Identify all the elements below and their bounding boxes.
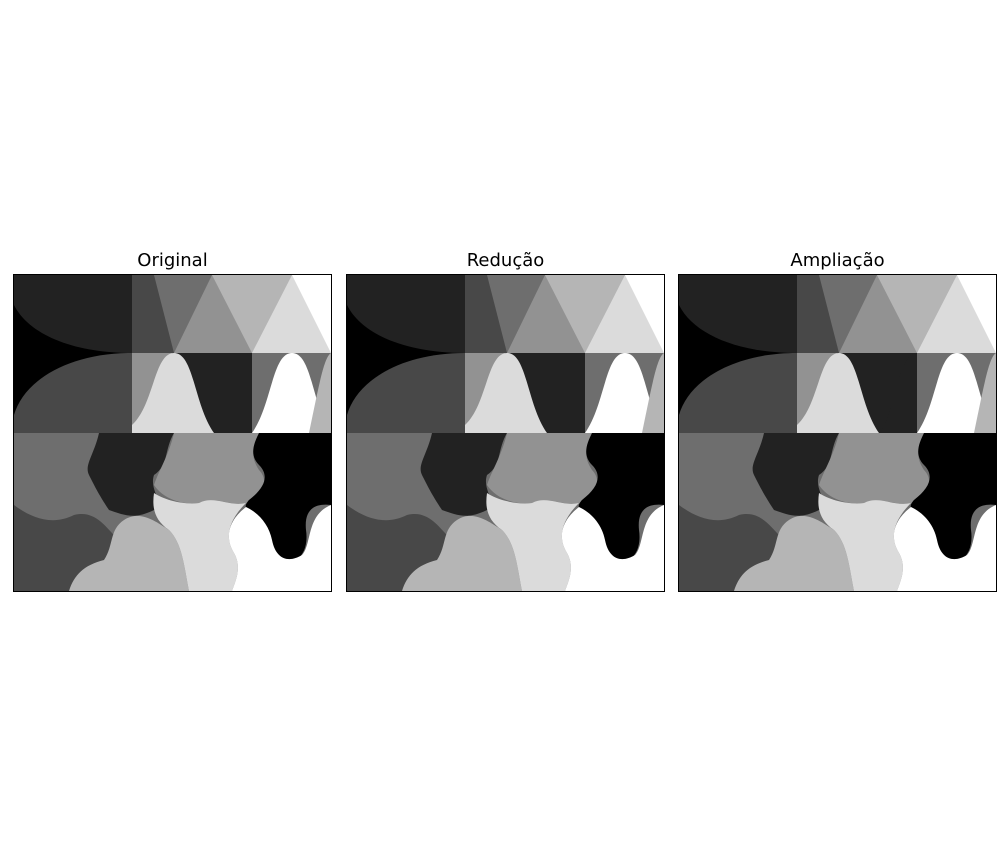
panel-image	[678, 274, 997, 592]
region	[752, 433, 839, 516]
panel-title: Original	[137, 250, 208, 271]
region	[839, 275, 917, 353]
region	[734, 515, 854, 591]
region	[154, 433, 265, 504]
region	[917, 275, 996, 353]
region	[561, 505, 664, 591]
region	[309, 353, 331, 433]
panel-image	[346, 274, 665, 592]
region	[819, 433, 930, 504]
region	[252, 353, 331, 433]
region	[974, 353, 996, 433]
panel-image	[13, 274, 332, 592]
grayscale-image	[14, 275, 331, 591]
region	[585, 353, 664, 433]
region	[547, 353, 585, 433]
panel-title: Redução	[466, 250, 545, 271]
region	[578, 433, 664, 561]
region	[420, 433, 507, 516]
panel-title: Ampliação	[790, 250, 885, 271]
grayscale-image	[347, 275, 664, 591]
region	[486, 493, 579, 591]
region	[132, 275, 174, 353]
region	[879, 353, 917, 433]
region	[347, 353, 465, 433]
region	[245, 433, 331, 561]
region	[228, 505, 331, 591]
region	[252, 275, 331, 353]
region	[214, 353, 252, 433]
region	[465, 275, 507, 353]
region	[642, 353, 664, 433]
region	[69, 515, 189, 591]
region	[153, 493, 246, 591]
region	[585, 275, 664, 353]
region	[465, 353, 547, 433]
region	[347, 275, 465, 353]
region	[818, 493, 911, 591]
region	[14, 275, 132, 353]
region	[797, 275, 839, 353]
region	[402, 515, 522, 591]
region	[507, 275, 585, 353]
region	[797, 353, 879, 433]
region	[679, 275, 797, 353]
region	[487, 433, 598, 504]
region	[132, 353, 214, 433]
region	[174, 275, 252, 353]
region	[910, 433, 996, 561]
region	[917, 353, 996, 433]
region	[14, 353, 132, 433]
grayscale-image	[679, 275, 996, 591]
region	[87, 433, 174, 516]
region	[679, 353, 797, 433]
region	[893, 505, 996, 591]
